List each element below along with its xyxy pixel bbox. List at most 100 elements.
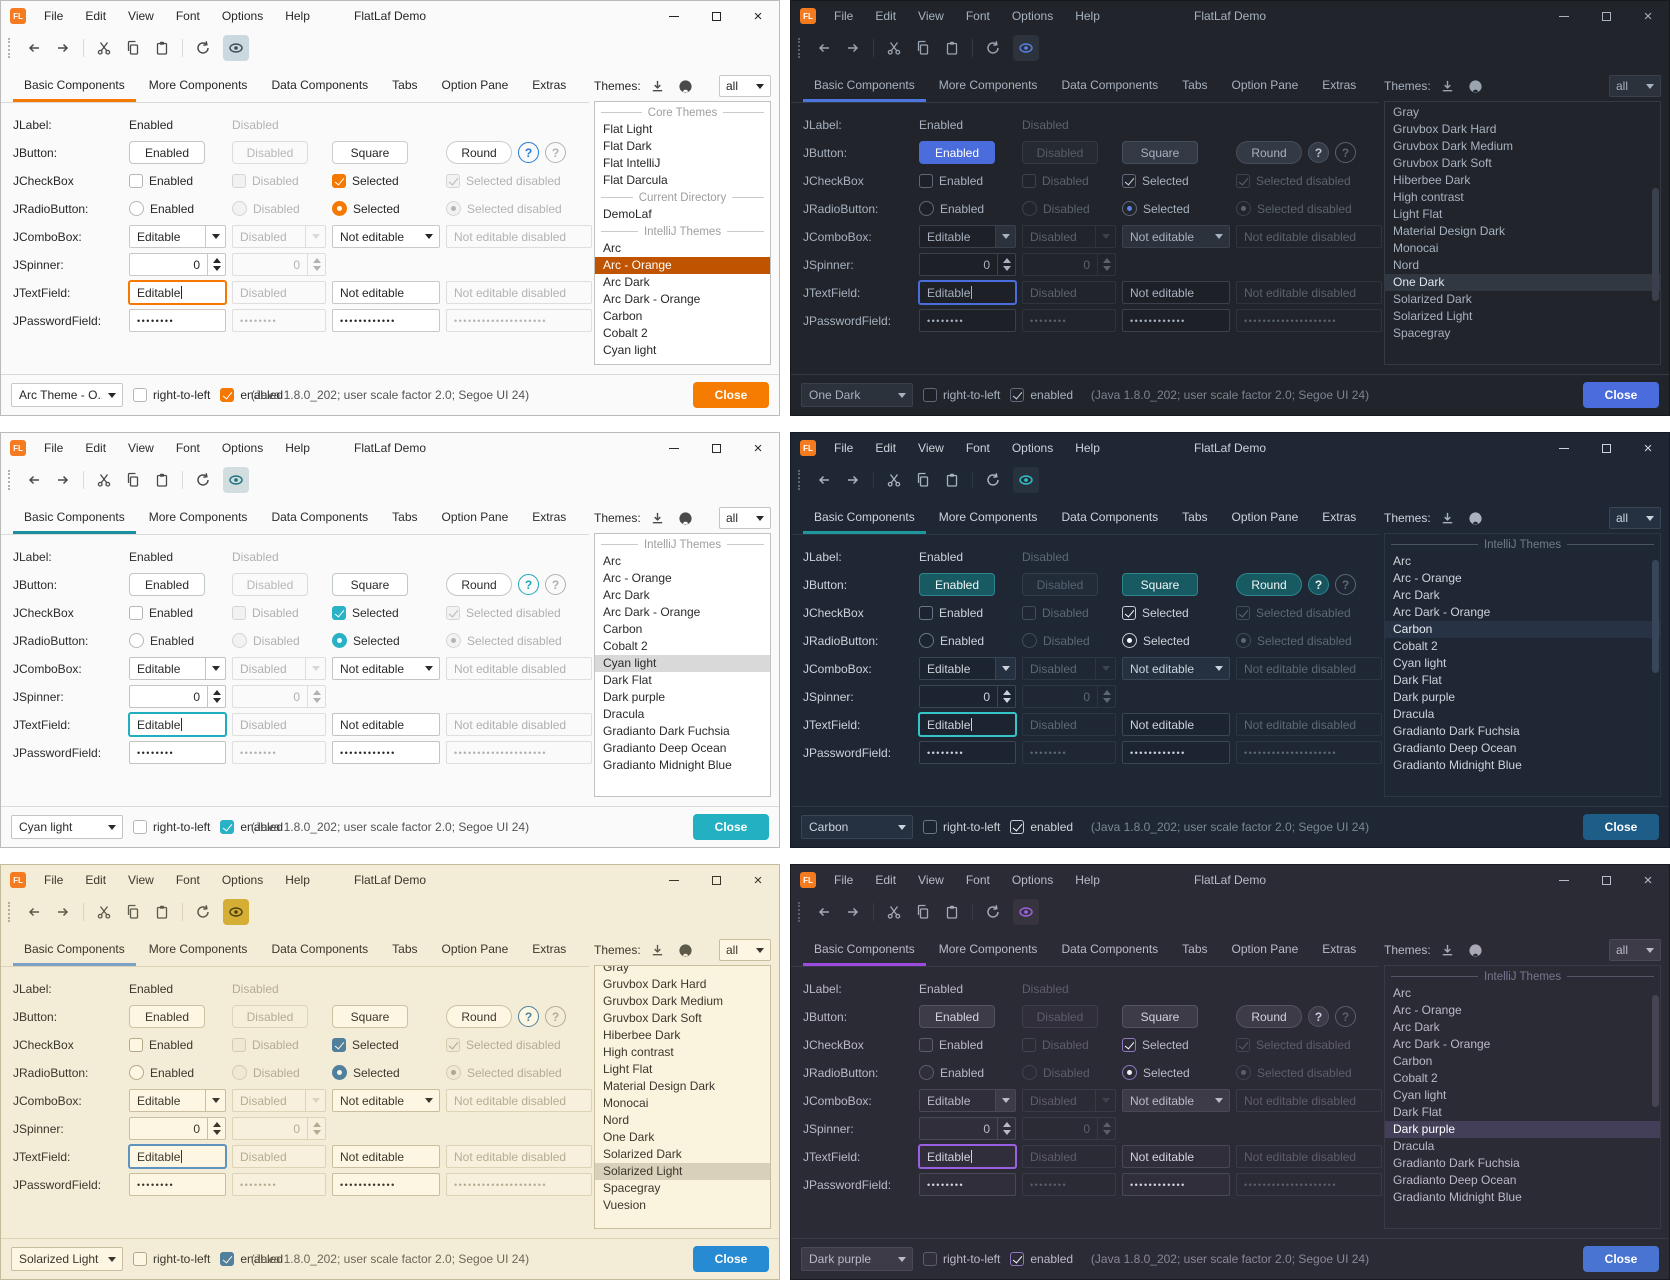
minimize-button[interactable]	[1543, 1, 1585, 31]
theme-list-item[interactable]: Dark Flat	[1393, 673, 1442, 687]
paste-button[interactable]	[939, 899, 965, 925]
checkbox-enabled[interactable]	[919, 1037, 933, 1052]
radio-selected[interactable]	[1122, 1065, 1137, 1080]
menu-item-edit[interactable]: Edit	[85, 873, 107, 887]
theme-list-item[interactable]: Solarized Dark	[603, 1147, 682, 1161]
menu-item-edit[interactable]: Edit	[85, 9, 107, 23]
inspect-toggle-button[interactable]	[1013, 35, 1039, 61]
close-window-button[interactable]: ×	[1643, 439, 1653, 457]
enabled-checkbox[interactable]: enabled	[1010, 388, 1073, 402]
radio-enabled[interactable]	[129, 201, 144, 216]
checkbox-enabled[interactable]	[129, 605, 143, 620]
inspect-toggle-button[interactable]	[1013, 899, 1039, 925]
menu-item-font[interactable]: Font	[965, 9, 990, 23]
theme-list-item[interactable]: Cyan light	[1393, 656, 1447, 670]
menu-item-font[interactable]: Font	[175, 441, 200, 455]
download-theme-button[interactable]	[647, 75, 669, 97]
theme-list-item[interactable]: DemoLaf	[603, 207, 652, 221]
combobox-editable[interactable]: Editable	[919, 225, 1016, 248]
round-button[interactable]: Round	[1236, 573, 1302, 596]
menu-item-help[interactable]: Help	[285, 441, 310, 455]
square-button[interactable]: Square	[332, 573, 408, 596]
maximize-button[interactable]	[695, 1, 737, 31]
spinner-up-icon[interactable]	[1002, 1122, 1011, 1127]
tab-extras[interactable]: Extras	[532, 78, 567, 92]
menu-item-help[interactable]: Help	[1075, 441, 1100, 455]
github-button[interactable]	[1465, 75, 1487, 97]
textfield-editable[interactable]: Editable	[919, 281, 1016, 304]
menu-item-help[interactable]: Help	[1075, 9, 1100, 23]
theme-list-item[interactable]: Dracula	[1393, 707, 1435, 721]
right-to-left-checkbox[interactable]: right-to-left	[133, 388, 210, 402]
menu-item-options[interactable]: Options	[1011, 9, 1054, 23]
theme-list-item[interactable]: Arc Dark	[603, 275, 650, 289]
tab-tabs[interactable]: Tabs	[1182, 510, 1208, 524]
menu-item-options[interactable]: Options	[221, 441, 264, 455]
spinner-down-icon[interactable]	[1002, 266, 1011, 271]
tab-data-components[interactable]: Data Components	[1061, 942, 1159, 956]
github-button[interactable]	[1465, 507, 1487, 529]
theme-list-item[interactable]: Gradianto Midnight Blue	[1393, 758, 1522, 772]
help-button[interactable]: ?	[1308, 142, 1329, 163]
help-button[interactable]: ?	[518, 1006, 539, 1027]
combobox-not-editable[interactable]: Not editable	[332, 225, 440, 248]
theme-select-combo[interactable]: Dark purple	[801, 1247, 913, 1271]
theme-list-item[interactable]: Arc Dark	[1393, 1020, 1440, 1034]
theme-select-combo[interactable]: Solarized Light	[11, 1247, 123, 1271]
tab-basic-components[interactable]: Basic Components	[803, 71, 926, 102]
help-button[interactable]: ?	[1308, 1006, 1329, 1027]
minimize-button[interactable]	[653, 1, 695, 31]
passwordfield-enabled[interactable]: ••••••••	[129, 309, 226, 332]
forward-button[interactable]	[50, 35, 76, 61]
menu-item-view[interactable]: View	[918, 9, 944, 23]
minimize-button[interactable]	[653, 865, 695, 895]
theme-list-item[interactable]: Cyan light	[1393, 1088, 1447, 1102]
enabled-checkbox[interactable]: enabled	[1010, 820, 1073, 834]
spinner-up-icon[interactable]	[1002, 690, 1011, 695]
theme-list-item[interactable]: Dark Flat	[1393, 1105, 1442, 1119]
theme-list-item[interactable]: Hiberbee Dark	[603, 1028, 681, 1042]
tab-option-pane[interactable]: Option Pane	[441, 942, 509, 956]
theme-list-item[interactable]: Solarized Light	[1393, 309, 1473, 323]
tab-option-pane[interactable]: Option Pane	[1231, 78, 1299, 92]
checkbox-enabled[interactable]	[919, 605, 933, 620]
theme-list-item[interactable]: Gruvbox Dark Hard	[1393, 122, 1497, 136]
copy-button[interactable]	[120, 467, 146, 493]
maximize-button[interactable]	[1585, 1, 1627, 31]
theme-select-combo[interactable]: Carbon	[801, 815, 913, 839]
theme-list-item[interactable]: Light Flat	[603, 1062, 653, 1076]
theme-list-item[interactable]: Light Flat	[1393, 207, 1443, 221]
refresh-button[interactable]	[980, 35, 1006, 61]
list-scrollbar[interactable]	[1651, 966, 1660, 1228]
passwordfield-enabled[interactable]: ••••••••	[129, 1173, 226, 1196]
menu-item-edit[interactable]: Edit	[875, 9, 897, 23]
spinner-arrows[interactable]	[207, 686, 225, 707]
tab-more-components[interactable]: More Components	[938, 510, 1038, 524]
theme-list[interactable]: Gray Gruvbox Dark Hard Gruvbox Dark Medium…	[594, 965, 771, 1229]
spinner-up-icon[interactable]	[212, 1122, 221, 1127]
tab-data-components[interactable]: Data Components	[271, 510, 369, 524]
menu-item-view[interactable]: View	[918, 441, 944, 455]
back-button[interactable]	[811, 467, 837, 493]
passwordfield-not-editable[interactable]: ••••••••••••	[1122, 1173, 1230, 1196]
github-button[interactable]	[675, 507, 697, 529]
menu-item-file[interactable]: File	[834, 9, 854, 23]
refresh-button[interactable]	[190, 35, 216, 61]
spinner-up-icon[interactable]	[1002, 258, 1011, 263]
theme-select-combo[interactable]: Arc Theme - O...	[11, 383, 123, 407]
combobox-not-editable[interactable]: Not editable	[1122, 657, 1230, 680]
github-button[interactable]	[675, 75, 697, 97]
theme-list-item[interactable]: High contrast	[603, 1045, 674, 1059]
refresh-button[interactable]	[190, 899, 216, 925]
toolbar-grip[interactable]	[798, 902, 802, 922]
theme-list-item[interactable]: Gradianto Dark Fuchsia	[603, 724, 730, 738]
right-to-left-checkbox[interactable]: right-to-left	[133, 1252, 210, 1266]
checkbox-selected[interactable]	[1122, 605, 1136, 620]
cut-button[interactable]	[91, 899, 117, 925]
tab-option-pane[interactable]: Option Pane	[441, 510, 509, 524]
scrollbar-thumb[interactable]	[1652, 560, 1659, 673]
theme-list-item[interactable]: Arc Dark - Orange	[1393, 605, 1491, 619]
combobox-editable[interactable]: Editable	[129, 1089, 226, 1112]
forward-button[interactable]	[50, 899, 76, 925]
menu-item-help[interactable]: Help	[285, 873, 310, 887]
